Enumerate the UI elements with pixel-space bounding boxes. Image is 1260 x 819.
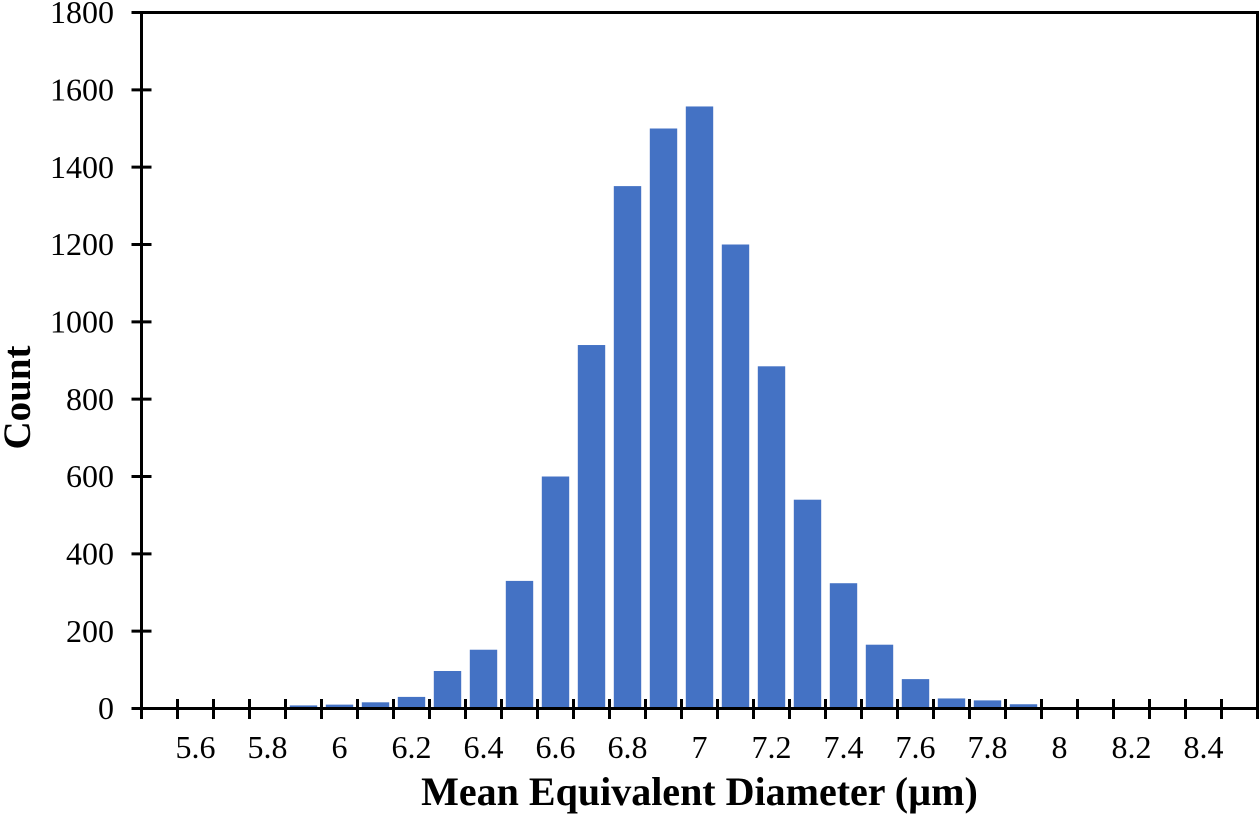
svg-text:400: 400 xyxy=(66,535,114,571)
svg-text:5.8: 5.8 xyxy=(248,729,288,765)
svg-text:1600: 1600 xyxy=(50,71,114,107)
svg-text:7.6: 7.6 xyxy=(896,729,936,765)
svg-text:1800: 1800 xyxy=(50,0,114,30)
svg-text:600: 600 xyxy=(66,458,114,494)
svg-text:6.6: 6.6 xyxy=(536,729,576,765)
svg-text:6: 6 xyxy=(332,729,348,765)
svg-text:6.8: 6.8 xyxy=(608,729,648,765)
svg-text:Mean Equivalent Diameter (µm): Mean Equivalent Diameter (µm) xyxy=(421,769,978,814)
svg-text:7.2: 7.2 xyxy=(752,729,792,765)
svg-text:200: 200 xyxy=(66,613,114,649)
svg-text:0: 0 xyxy=(98,690,114,726)
svg-text:1400: 1400 xyxy=(50,149,114,185)
svg-text:6.2: 6.2 xyxy=(392,729,432,765)
svg-text:8.2: 8.2 xyxy=(1112,729,1152,765)
svg-text:800: 800 xyxy=(66,381,114,417)
svg-text:8: 8 xyxy=(1052,729,1068,765)
svg-text:7: 7 xyxy=(692,729,708,765)
svg-text:7.8: 7.8 xyxy=(968,729,1008,765)
svg-text:6.4: 6.4 xyxy=(464,729,504,765)
svg-text:Count: Count xyxy=(0,345,39,449)
svg-text:5.6: 5.6 xyxy=(176,729,216,765)
svg-text:1200: 1200 xyxy=(50,226,114,262)
svg-text:1000: 1000 xyxy=(50,303,114,339)
svg-text:8.4: 8.4 xyxy=(1184,729,1224,765)
svg-text:7.4: 7.4 xyxy=(824,729,864,765)
